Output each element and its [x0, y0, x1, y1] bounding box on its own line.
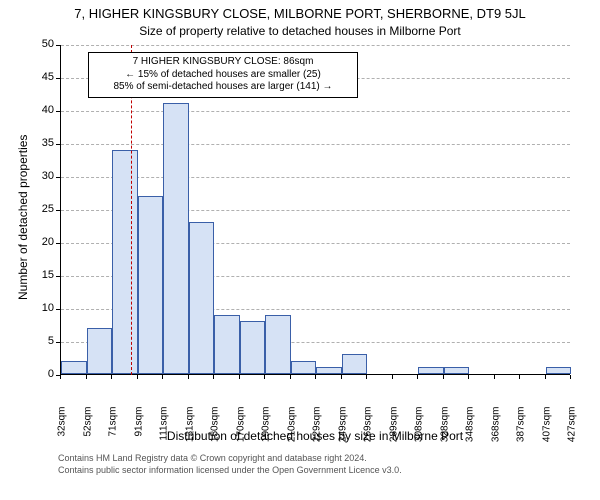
xtick-label: 387sqm: [516, 407, 527, 451]
chart-footer: Contains HM Land Registry data © Crown c…: [58, 453, 402, 476]
ytick-mark: [56, 276, 60, 277]
chart-main-title: 7, HIGHER KINGSBURY CLOSE, MILBORNE PORT…: [0, 6, 600, 21]
xtick-label: 131sqm: [184, 407, 195, 451]
xtick-mark: [111, 375, 112, 379]
xtick-label: 52sqm: [82, 407, 93, 451]
y-axis-label: Number of detached properties: [16, 135, 30, 300]
xtick-mark: [86, 375, 87, 379]
xtick-mark: [213, 375, 214, 379]
xtick-label: 308sqm: [414, 407, 425, 451]
xtick-label: 407sqm: [541, 407, 552, 451]
xtick-mark: [392, 375, 393, 379]
histogram-bar: [189, 222, 215, 374]
xtick-mark: [60, 375, 61, 379]
histogram-bar: [87, 328, 113, 374]
xtick-mark: [137, 375, 138, 379]
ytick-label: 45: [30, 71, 54, 83]
xtick-label: 91sqm: [133, 407, 144, 451]
annotation-line-1: 7 HIGHER KINGSBURY CLOSE: 86sqm: [95, 56, 351, 69]
ytick-label: 30: [30, 170, 54, 182]
xtick-label: 249sqm: [337, 407, 348, 451]
property-annotation-box: 7 HIGHER KINGSBURY CLOSE: 86sqm ← 15% of…: [88, 52, 358, 98]
ytick-mark: [56, 111, 60, 112]
xtick-mark: [417, 375, 418, 379]
histogram-bar: [444, 367, 470, 374]
histogram-bar: [240, 321, 266, 374]
xtick-mark: [366, 375, 367, 379]
ytick-label: 0: [30, 368, 54, 380]
histogram-bar: [112, 150, 138, 374]
xtick-mark: [545, 375, 546, 379]
xtick-mark: [468, 375, 469, 379]
ytick-label: 5: [30, 335, 54, 347]
ytick-label: 25: [30, 203, 54, 215]
ytick-label: 40: [30, 104, 54, 116]
xtick-label: 111sqm: [159, 407, 170, 451]
ytick-mark: [56, 309, 60, 310]
ytick-label: 20: [30, 236, 54, 248]
xtick-mark: [341, 375, 342, 379]
ytick-mark: [56, 144, 60, 145]
histogram-bar: [291, 361, 317, 374]
gridline: [61, 111, 570, 112]
histogram-bar: [163, 103, 189, 374]
xtick-label: 328sqm: [439, 407, 450, 451]
xtick-mark: [264, 375, 265, 379]
xtick-mark: [162, 375, 163, 379]
xtick-label: 289sqm: [388, 407, 399, 451]
footer-line-2: Contains public sector information licen…: [58, 465, 402, 477]
histogram-bar: [342, 354, 368, 374]
ytick-mark: [56, 210, 60, 211]
xtick-label: 71sqm: [108, 407, 119, 451]
gridline: [61, 144, 570, 145]
histogram-bar: [316, 367, 342, 374]
histogram-bar: [61, 361, 87, 374]
xtick-mark: [570, 375, 571, 379]
xtick-label: 427sqm: [567, 407, 578, 451]
xtick-mark: [188, 375, 189, 379]
ytick-mark: [56, 243, 60, 244]
xtick-label: 190sqm: [261, 407, 272, 451]
xtick-mark: [290, 375, 291, 379]
histogram-bar: [546, 367, 572, 374]
ytick-mark: [56, 78, 60, 79]
xtick-mark: [315, 375, 316, 379]
xtick-label: 368sqm: [490, 407, 501, 451]
xtick-label: 210sqm: [286, 407, 297, 451]
chart-sub-title: Size of property relative to detached ho…: [0, 24, 600, 38]
annotation-line-2: ← 15% of detached houses are smaller (25…: [95, 69, 351, 82]
gridline: [61, 45, 570, 46]
ytick-mark: [56, 177, 60, 178]
ytick-label: 10: [30, 302, 54, 314]
footer-line-1: Contains HM Land Registry data © Crown c…: [58, 453, 402, 465]
histogram-bar: [265, 315, 291, 374]
xtick-label: 32sqm: [57, 407, 68, 451]
ytick-label: 50: [30, 38, 54, 50]
ytick-mark: [56, 45, 60, 46]
xtick-mark: [443, 375, 444, 379]
ytick-label: 35: [30, 137, 54, 149]
xtick-label: 229sqm: [312, 407, 323, 451]
xtick-mark: [239, 375, 240, 379]
xtick-label: 150sqm: [210, 407, 221, 451]
ytick-label: 15: [30, 269, 54, 281]
xtick-label: 269sqm: [363, 407, 374, 451]
xtick-mark: [519, 375, 520, 379]
histogram-bar: [418, 367, 444, 374]
ytick-mark: [56, 342, 60, 343]
xtick-mark: [494, 375, 495, 379]
annotation-line-3: 85% of semi-detached houses are larger (…: [95, 81, 351, 94]
histogram-bar: [138, 196, 164, 374]
xtick-label: 170sqm: [235, 407, 246, 451]
histogram-bar: [214, 315, 240, 374]
xtick-label: 348sqm: [465, 407, 476, 451]
